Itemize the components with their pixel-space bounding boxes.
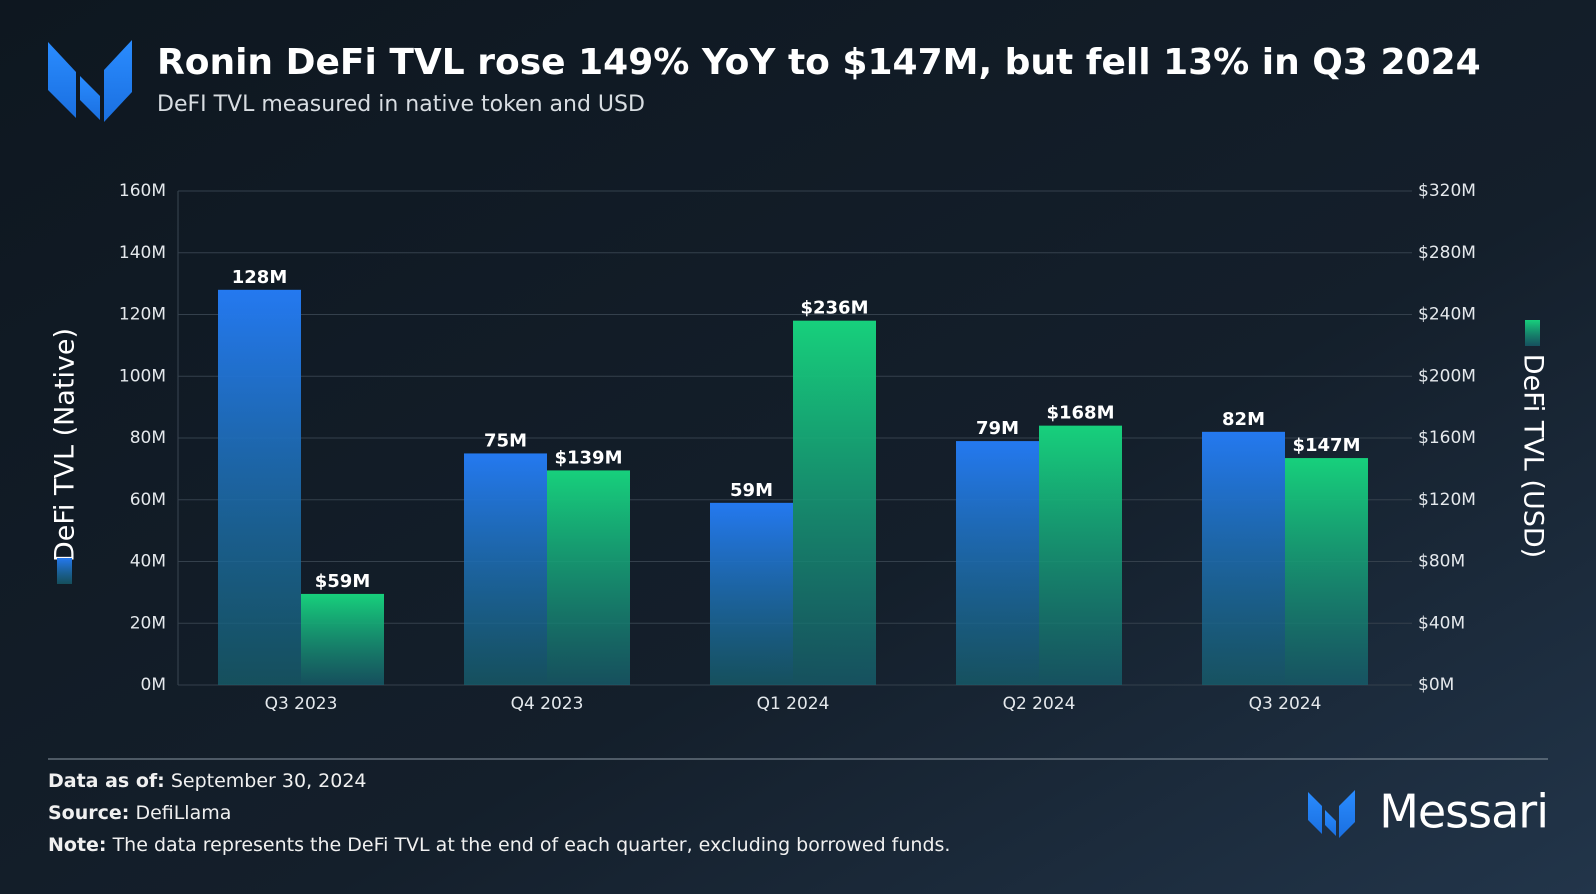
- y2-tick-label: $320M: [1418, 181, 1476, 201]
- bar: [1039, 425, 1122, 685]
- value-label: $236M: [800, 298, 868, 319]
- y2-tick-label: $280M: [1418, 243, 1476, 263]
- footer-label: Note:: [48, 834, 107, 856]
- bar: [793, 320, 876, 685]
- y2-tick-label: $80M: [1418, 552, 1465, 572]
- footer-date: Data as of: September 30, 2024: [48, 770, 367, 792]
- logo-mark: [48, 40, 132, 122]
- footer-label: Source:: [48, 802, 129, 824]
- footer-text: September 30, 2024: [171, 770, 367, 792]
- x-tick-label: Q3 2023: [265, 694, 338, 714]
- value-label: 128M: [232, 267, 288, 288]
- footer-label: Data as of:: [48, 770, 165, 792]
- y2-tick-label: $120M: [1418, 490, 1476, 510]
- footer-text: The data represents the DeFi TVL at the …: [112, 834, 951, 856]
- footer-text: DefiLlama: [135, 802, 231, 824]
- y2-tick-label: $160M: [1418, 428, 1476, 448]
- value-label: 75M: [484, 430, 527, 451]
- value-label: 82M: [1222, 409, 1265, 430]
- y2-tick-label: $200M: [1418, 366, 1476, 386]
- x-tick-label: Q1 2024: [757, 694, 830, 714]
- value-label: $139M: [554, 447, 622, 468]
- bar: [710, 502, 793, 685]
- bar: [1202, 431, 1285, 685]
- y-tick-label: 40M: [130, 552, 166, 572]
- y-tick-label: 120M: [119, 305, 166, 325]
- brand-name: Messari: [1379, 785, 1548, 839]
- bar: [1285, 458, 1368, 685]
- y-axis-title: DeFi TVL (Native): [50, 328, 81, 562]
- y-tick-label: 100M: [119, 366, 166, 386]
- bar: [464, 453, 547, 685]
- value-label: $168M: [1046, 403, 1114, 424]
- x-tick-label: Q2 2024: [1003, 694, 1076, 714]
- bar: [301, 593, 384, 685]
- value-label: $147M: [1292, 435, 1360, 456]
- y2-tick-label: $240M: [1418, 305, 1476, 325]
- footer-source: Source: DefiLlama: [48, 802, 231, 824]
- y-tick-label: 0M: [141, 675, 166, 695]
- y-tick-label: 60M: [130, 490, 166, 510]
- y-tick-label: 140M: [119, 243, 166, 263]
- y-tick-label: 80M: [130, 428, 166, 448]
- bar: [956, 441, 1039, 685]
- y2-tick-label: $40M: [1418, 613, 1465, 633]
- brand-mark: [1308, 790, 1355, 838]
- value-label: 59M: [730, 480, 773, 501]
- chart-title: Ronin DeFi TVL rose 149% YoY to $147M, b…: [157, 42, 1481, 83]
- y2-tick-label: $0M: [1418, 675, 1454, 695]
- legend-swatch: [57, 558, 72, 584]
- y-tick-label: 160M: [119, 181, 166, 201]
- y2-axis-title: DeFi TVL (USD): [1518, 354, 1549, 558]
- bar: [547, 470, 630, 685]
- footer-note: Note: The data represents the DeFi TVL a…: [48, 834, 950, 856]
- legend-swatch: [1525, 320, 1540, 346]
- value-label: 79M: [976, 418, 1019, 439]
- chart-subtitle: DeFI TVL measured in native token and US…: [157, 92, 645, 117]
- x-tick-label: Q4 2023: [511, 694, 584, 714]
- value-label: $59M: [315, 571, 371, 592]
- y-tick-label: 20M: [130, 613, 166, 633]
- x-tick-label: Q3 2024: [1249, 694, 1322, 714]
- bar: [218, 289, 301, 685]
